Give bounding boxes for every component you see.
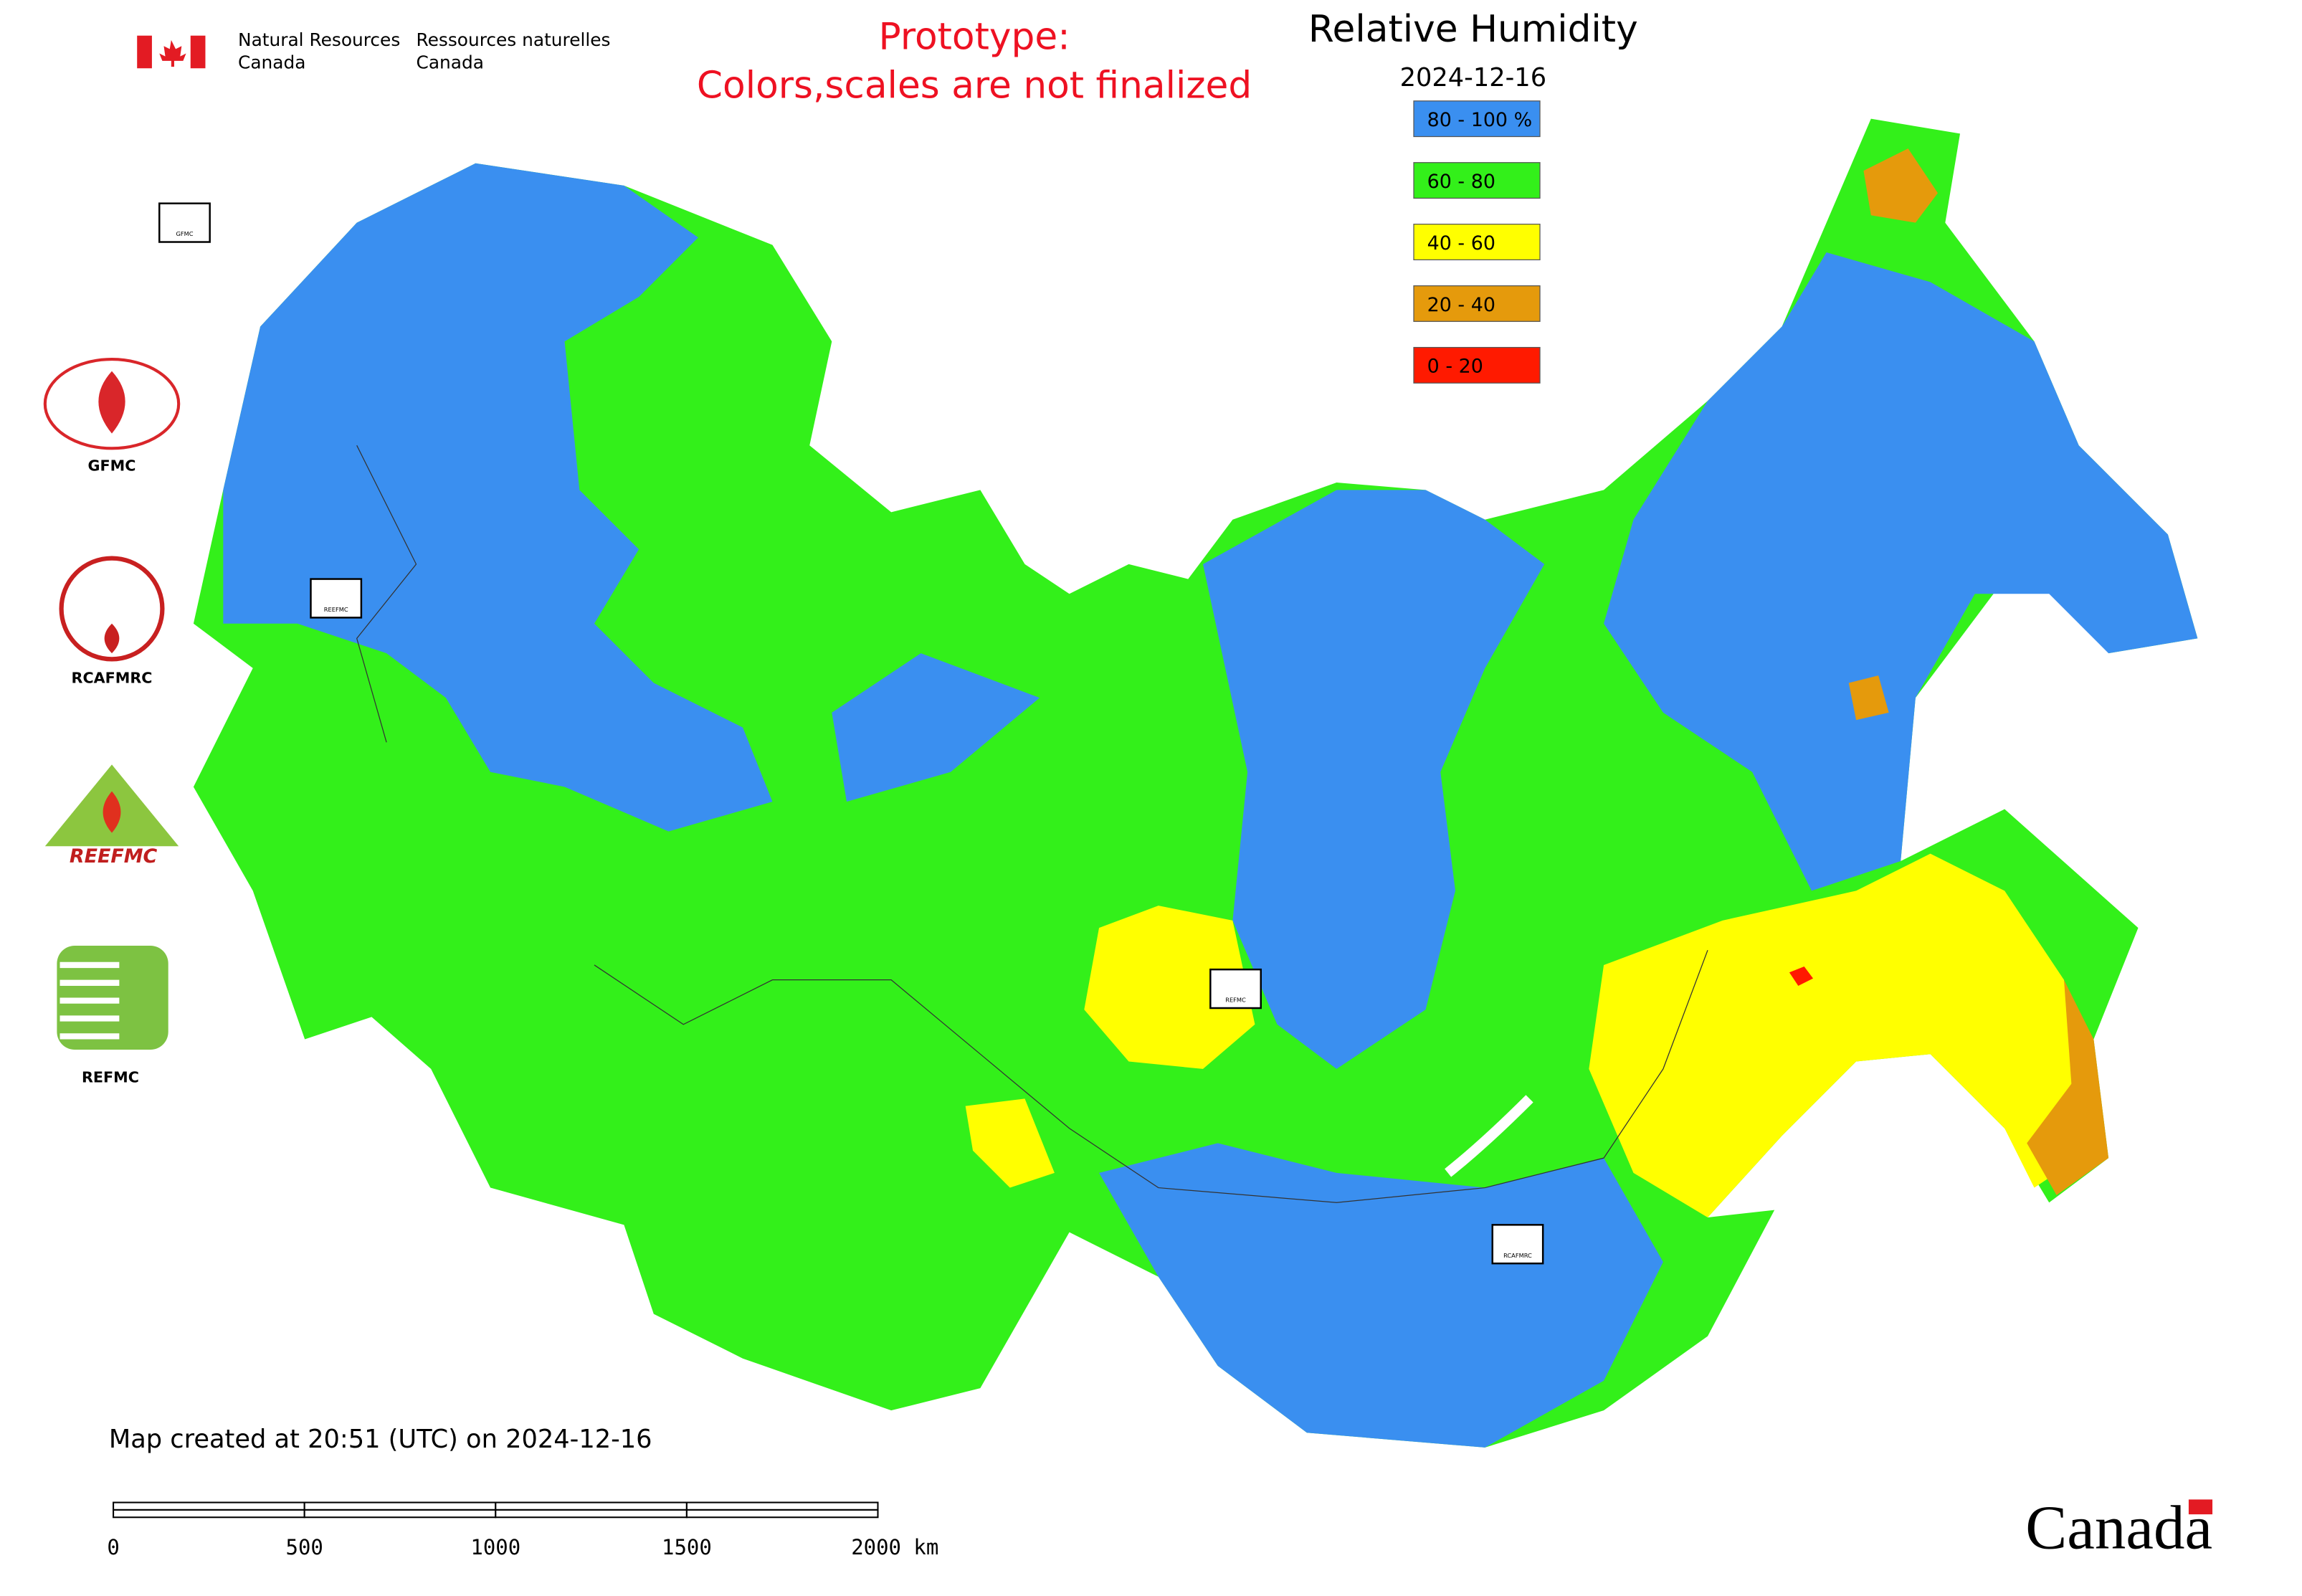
map-date: 2024-12-16 [1400,63,1547,92]
logo-gfmc: GFMC [43,358,181,474]
center-marker [310,578,363,619]
legend-swatch [1413,346,1541,384]
scale-segment [495,1501,688,1511]
logo-rcafmrc: RCAFMRC [59,556,165,687]
scale-bar: 0 500 1000 1500 2000 km [107,1501,938,1559]
legend-label: 20 - 40 [1427,294,1495,316]
region [223,163,773,832]
agency-en: Canada [238,52,305,72]
logo-label: REEFMC [70,845,158,868]
scale-segment [303,1501,497,1511]
legend: 80 - 100 % 60 - 80 40 - 60 20 - 40 0 - 20 [1413,100,1541,384]
borders [356,445,1708,1203]
scale-segment [685,1501,879,1511]
humidity-map: GFMC REEFMC REFMC RCAFMRC [158,118,2198,1448]
region [965,1098,1055,1188]
center-markers: GFMC REEFMC REFMC RCAFMRC [158,202,1544,1265]
center-marker-label: REFMC [1225,997,1246,1004]
scale-label: 2000 km [851,1535,938,1559]
map-title: Relative Humidity [1308,8,1638,51]
region [1863,148,1938,223]
region [1604,252,2198,891]
logo-reefmc: REEFMC [44,764,179,868]
center-marker [1491,1224,1544,1265]
map-footer: Map created at 20:51 (UTC) on 2024-12-16 [109,1425,652,1454]
region [1202,490,1545,1069]
scale-label: 1000 [470,1535,520,1559]
logo-refmc: REFMC [57,946,168,1086]
center-marker-label: RCAFMRC [1503,1252,1532,1259]
center-marker [158,202,211,243]
prototype-note: Colors,scales are not finalized [697,65,1252,108]
agency-en: Natural Resources [238,29,400,50]
agency-fr: Ressources naturelles [417,29,611,50]
region [1789,966,1814,986]
region [832,653,1040,802]
scale-segment [685,1509,879,1519]
legend-label: 40 - 60 [1427,232,1495,255]
wordmark-flag [2188,1499,2213,1515]
canada-wordmark: Canada [2025,1493,2212,1562]
legend-label: 60 - 80 [1427,171,1495,193]
region [2027,979,2109,1195]
region [1099,1143,1663,1448]
lake-baikal [1445,1095,1533,1177]
scale-segment [113,1501,305,1511]
legend-label: 80 - 100 % [1427,109,1533,131]
region [1848,675,1889,721]
center-marker [1209,968,1262,1010]
scale-label: 0 [107,1535,119,1559]
logo-label: GFMC [88,457,136,474]
logo-label: REFMC [82,1069,139,1086]
legend-swatch [1413,224,1541,260]
scale-segment [113,1509,305,1519]
scale-segment [495,1509,688,1519]
scale-label: 1500 [662,1535,712,1559]
legend-swatch [1413,285,1541,322]
region [1084,906,1255,1069]
region [1589,853,2094,1217]
center-marker-label: REEFMC [324,606,348,613]
scale-label: 500 [286,1535,323,1559]
center-marker-label: GFMC [176,230,193,237]
scale-segment [303,1509,497,1519]
prototype-note: Prototype: [879,15,1070,58]
logo-label: RCAFMRC [72,670,153,687]
nrcan-signature: Natural Resources Canada Ressources natu… [137,29,611,72]
agency-fr: Canada [417,52,484,72]
legend-swatch [1413,162,1541,199]
legend-swatch [1413,100,1541,138]
legend-label: 0 - 20 [1427,356,1483,378]
